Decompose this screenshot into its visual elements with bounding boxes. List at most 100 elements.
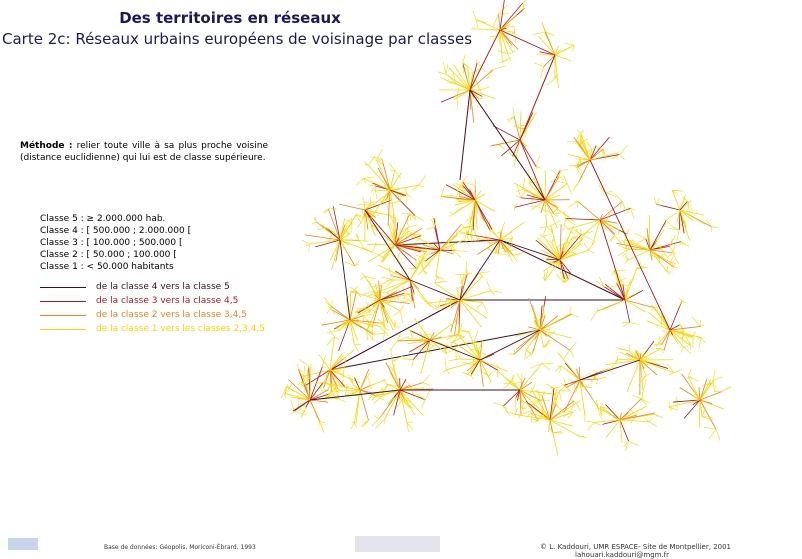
link (462, 62, 464, 74)
link (449, 341, 454, 344)
link (386, 292, 396, 300)
link (389, 189, 407, 197)
link (541, 395, 551, 421)
link (367, 393, 376, 400)
link (604, 192, 617, 198)
link (622, 249, 629, 257)
link (382, 323, 385, 329)
link (363, 177, 391, 191)
link (549, 419, 554, 433)
link (639, 349, 649, 361)
link (339, 239, 351, 321)
link (456, 97, 459, 111)
link (355, 178, 364, 186)
link (687, 376, 701, 401)
link (479, 359, 489, 377)
link (427, 227, 435, 229)
link (624, 299, 631, 323)
link (409, 330, 413, 338)
link (605, 419, 621, 438)
link (687, 201, 693, 212)
link (343, 318, 351, 325)
link (555, 403, 565, 414)
link (425, 260, 431, 267)
link (434, 278, 437, 284)
link (462, 224, 475, 229)
link (429, 339, 448, 355)
link (664, 219, 667, 228)
link (429, 321, 456, 341)
link (635, 238, 646, 245)
link (522, 142, 526, 146)
link (544, 199, 559, 209)
link (351, 214, 357, 223)
link (559, 238, 573, 261)
link (526, 194, 546, 201)
link (542, 415, 547, 420)
link (503, 382, 510, 385)
link (397, 333, 401, 342)
link (349, 315, 364, 321)
link (446, 369, 450, 375)
link (364, 276, 381, 301)
link (345, 384, 348, 396)
link (435, 249, 441, 277)
link (405, 227, 409, 232)
link (329, 355, 344, 371)
link (608, 234, 615, 242)
link (501, 242, 506, 252)
link (699, 379, 712, 401)
link (449, 214, 453, 217)
link (461, 273, 465, 286)
link (522, 0, 527, 3)
link (683, 399, 701, 419)
link (441, 196, 449, 199)
link (317, 227, 327, 231)
link (339, 218, 346, 241)
link (379, 292, 405, 301)
link (619, 405, 648, 421)
link (519, 112, 537, 141)
link (416, 235, 422, 242)
link (511, 32, 515, 35)
link (459, 273, 468, 301)
link (500, 231, 503, 242)
link (619, 419, 649, 423)
link (469, 89, 496, 100)
link (513, 139, 521, 167)
link (500, 222, 505, 232)
link (460, 358, 481, 361)
link (415, 393, 426, 401)
link (496, 231, 502, 234)
link (450, 299, 461, 309)
link (640, 375, 647, 382)
link (305, 376, 311, 384)
link (429, 336, 442, 341)
link (648, 254, 660, 259)
link (529, 390, 533, 394)
link (389, 369, 394, 373)
link (336, 367, 339, 373)
link (394, 237, 400, 246)
link (692, 388, 701, 401)
link (550, 386, 555, 395)
link (551, 242, 561, 261)
link (373, 189, 391, 192)
link (559, 224, 562, 261)
link (357, 299, 381, 314)
link (359, 389, 369, 421)
link (624, 259, 629, 264)
link (320, 382, 324, 385)
link (583, 230, 589, 236)
link (505, 410, 516, 415)
link (544, 195, 560, 201)
link (545, 258, 553, 263)
link (533, 321, 541, 331)
link (541, 23, 556, 56)
link (366, 331, 368, 340)
link (679, 209, 704, 216)
link (371, 299, 381, 310)
link (356, 290, 362, 298)
link (462, 53, 466, 63)
